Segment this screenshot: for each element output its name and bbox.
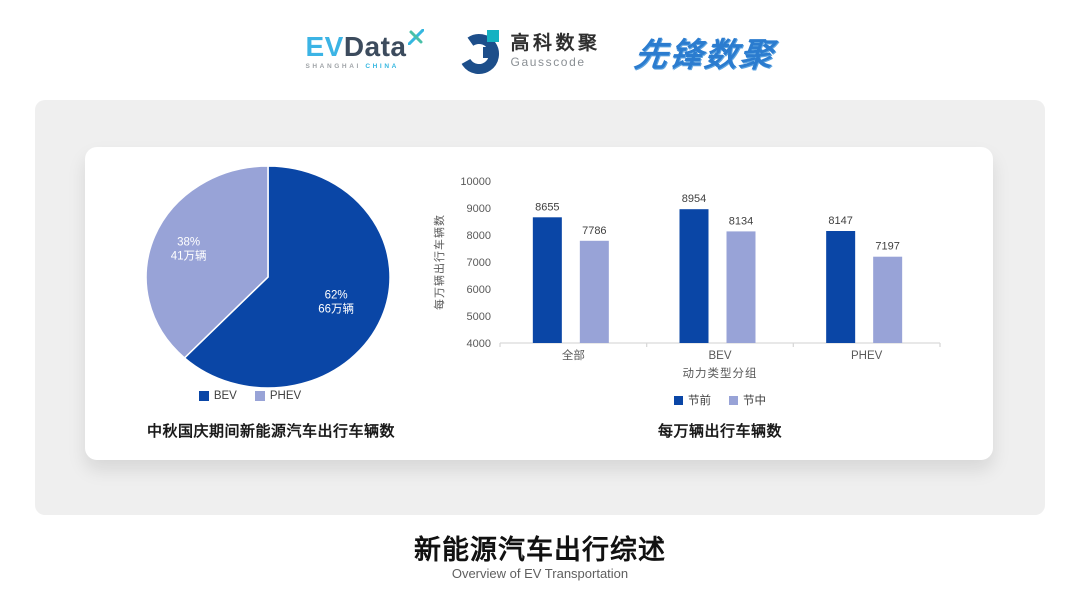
gausscode-g-icon [458, 30, 499, 74]
content-panel: 62% 66万辆 38% 41万辆 4000 5000 6000 7000 8000 9000 1… [35, 100, 1045, 515]
pie-slice-PHEV [145, 165, 269, 359]
bar-节中-PHEV [873, 256, 903, 343]
legend-label: 节中 [743, 395, 766, 407]
brand-header: EV Data SHANGHAI CHINA 高科数聚 Gausscode 先锋数… [0, 20, 1080, 84]
gausscode-en-text: Gausscode [510, 55, 586, 70]
x-axis-category-label: BEV [708, 350, 731, 362]
y-axis-tick-label: 10000 [460, 176, 491, 188]
pie-legend: BEV PHEV [100, 390, 400, 402]
bar-chart: 4000 5000 6000 7000 8000 9000 10000 每万辆出行车辆数 865… [432, 176, 941, 380]
xianfeng-logo: 先锋数聚 [631, 36, 777, 73]
bar-value-label: 8954 [682, 193, 706, 205]
legend-swatch-icon [254, 391, 265, 401]
evdata-tagline: SHANGHAI CHINA [305, 63, 399, 71]
bar-节前-全部 [532, 217, 562, 343]
page-subtitle: Overview of EV Transportation [451, 566, 629, 581]
y-axis-title: 每万辆出行车辆数 [432, 214, 446, 310]
bar-value-label: 7786 [582, 225, 606, 237]
gausscode-cn-text: 高科数聚 [510, 33, 601, 55]
pie-slice-BEV [183, 165, 391, 389]
pie-chart-title: 中秋国庆期间新能源汽车出行车辆数 [146, 423, 395, 440]
bar-节前-PHEV [826, 231, 856, 343]
legend-item: PHEV [254, 390, 302, 402]
bar-节中-全部 [579, 240, 609, 343]
x-axis-category-label: 全部 [562, 348, 585, 362]
legend-item: BEV [198, 390, 237, 402]
legend-swatch-icon [729, 395, 738, 405]
pie-chart: 62% 66万辆 38% 41万辆 [145, 165, 391, 389]
bar-legend: 节前 节中 [440, 392, 1000, 408]
page-title: 新能源汽车出行综述 [414, 535, 666, 565]
bar-节中-BEV [726, 231, 756, 343]
evdata-ev-text: EV [305, 31, 344, 63]
legend-swatch-icon [674, 395, 683, 405]
bar-节前-BEV [679, 209, 709, 343]
bar-value-label: 8655 [535, 201, 559, 213]
legend-item: 节中 [729, 392, 766, 408]
evdata-star-icon [407, 29, 424, 46]
evdata-wordmark: EV Data [305, 29, 424, 63]
pie-slice-label: 38% 41万辆 [171, 236, 207, 262]
gausscode-wordmark: 高科数聚 Gausscode [510, 33, 601, 70]
y-axis-tick-label: 9000 [467, 203, 491, 215]
legend-label: BEV [213, 390, 237, 402]
bar-value-label: 7197 [875, 241, 899, 253]
bar-value-label: 8134 [729, 215, 753, 227]
y-axis-tick-label: 6000 [467, 284, 491, 296]
legend-label: 节前 [688, 395, 711, 407]
y-axis-tick-label: 5000 [467, 311, 491, 323]
x-axis-title: 动力类型分组 [683, 366, 758, 380]
y-axis-tick-label: 7000 [467, 257, 491, 269]
legend-item: 节前 [674, 392, 711, 408]
y-axis-tick-label: 4000 [467, 338, 491, 350]
bar-value-label: 8147 [828, 215, 852, 227]
bar-chart-title: 每万辆出行车辆数 [657, 423, 782, 440]
gausscode-logo: 高科数聚 Gausscode [458, 29, 601, 75]
evdata-logo: EV Data SHANGHAI CHINA [305, 29, 424, 71]
evdata-data-text: Data [343, 31, 407, 63]
legend-label: PHEV [269, 390, 302, 402]
x-axis-category-label: PHEV [851, 350, 883, 362]
pie-slice-label: 62% 66万辆 [318, 290, 354, 316]
charts-card: 62% 66万辆 38% 41万辆 4000 5000 6000 7000 8000 9000 1… [85, 147, 993, 460]
y-axis-tick-label: 8000 [467, 230, 491, 242]
legend-swatch-icon [198, 391, 209, 401]
